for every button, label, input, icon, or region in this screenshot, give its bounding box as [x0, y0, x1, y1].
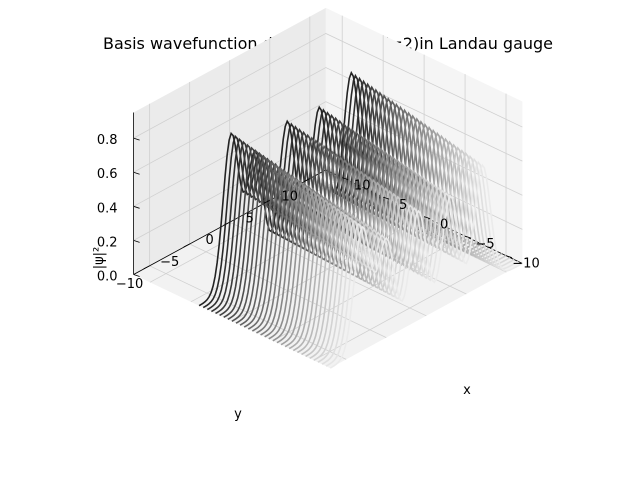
y-tick-label: 10 [282, 190, 299, 205]
surface-trace [223, 88, 417, 319]
x-tick-mark [505, 255, 513, 259]
surface-trace [313, 152, 507, 361]
x-tick-label: −5 [476, 237, 495, 252]
surface-trace [309, 149, 503, 360]
z-tick-label: 0.0 [97, 270, 118, 285]
y-tick-mark [263, 200, 270, 204]
surface-trace [268, 120, 462, 340]
surface-trace [239, 99, 433, 326]
x-axis-label: x [463, 383, 471, 398]
z-tick-label: 0.8 [97, 133, 118, 148]
surface-trace [198, 70, 392, 307]
surface-trace [296, 140, 491, 354]
y-tick-mark [223, 221, 230, 226]
grid-line-z [133, 101, 523, 207]
y-tick-label: −5 [160, 255, 179, 270]
surface-trace [325, 160, 519, 367]
z-axis-label: |ψ|² [92, 247, 107, 270]
surface-trace [305, 146, 499, 358]
surface-traces [198, 70, 523, 369]
surface-trace [292, 137, 486, 352]
surface-trace [243, 102, 437, 328]
y-tick-label: 0 [206, 233, 214, 248]
surface-trace [227, 91, 421, 321]
y-tick-label: 5 [246, 211, 254, 226]
surface-trace [251, 108, 445, 332]
surface-trace [284, 131, 478, 348]
surface-trace [231, 94, 425, 322]
x-tick-label: 0 [440, 218, 448, 233]
y-tick-mark [143, 265, 150, 270]
surface-trace [288, 134, 482, 350]
surface-trace [280, 128, 474, 346]
x-tick-mark [423, 216, 431, 220]
surface-trace [321, 157, 515, 365]
surface-trace [206, 76, 400, 311]
surface-trace [210, 79, 405, 313]
z-tick-mark [133, 274, 140, 277]
grid-line-z [133, 33, 523, 139]
surface-trace [276, 125, 470, 344]
surface-trace [235, 96, 429, 324]
y-tick-mark [183, 243, 190, 248]
surface-trace [202, 73, 396, 309]
surface-trace [301, 143, 495, 356]
surface-trace [272, 123, 466, 342]
y-axis-label: y [234, 407, 242, 422]
x-tick-label: 10 [354, 179, 371, 194]
surface-trace [219, 85, 413, 317]
z-tick-label: 0.6 [97, 167, 118, 182]
surface-trace [264, 117, 458, 338]
surface-trace [329, 163, 523, 369]
z-tick-mark [133, 171, 140, 175]
z-tick-mark [133, 240, 140, 243]
surface-trace [215, 82, 409, 315]
x-tick-label: 5 [399, 198, 407, 213]
tick-labels: −10 −5 0 5 10 −10 −5 0 5 10 0.0 0.2 0.4 0.6 0.8 [97, 133, 540, 292]
surface-trace [247, 105, 441, 330]
x-tick-mark [342, 177, 349, 181]
y-tick-mark [303, 178, 310, 182]
z-tick-mark [133, 137, 140, 141]
grid-line-z [133, 67, 523, 173]
x-tick-label: −10 [512, 257, 539, 272]
x-tick-mark [383, 196, 390, 200]
y-tick-label: −10 [116, 277, 143, 292]
surface-trace [260, 114, 454, 336]
surface-trace [317, 154, 511, 363]
z-tick-mark [133, 205, 140, 209]
z-tick-label: 0.4 [97, 201, 118, 216]
surface-trace [256, 111, 450, 334]
x-tick-mark [464, 235, 472, 239]
z-tick-label: 0.2 [97, 235, 118, 250]
